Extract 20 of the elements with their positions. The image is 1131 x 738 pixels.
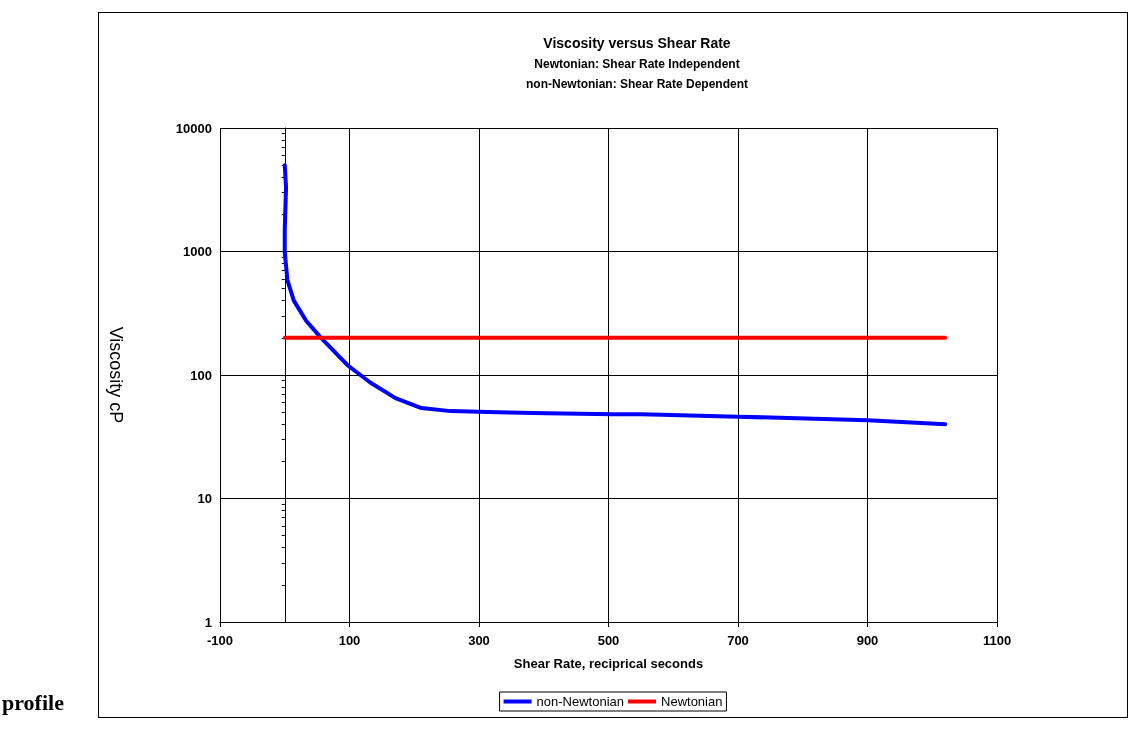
x-tick-label: 500 [597,633,620,648]
chart-subtitle: Newtonian: Shear Rate Independent non-Newtonian: Shear Rate Dependent [525,57,749,91]
legend-label: Newtonian [661,694,723,709]
x-tick-label: 1100 [982,633,1012,648]
legend-label: non-Newtonian [536,694,625,709]
y-tick-label: 100 [190,367,212,383]
y-tick-label: 10000 [175,120,212,136]
x-tick-label: 100 [338,633,361,648]
line-series [282,163,948,427]
chart-title: Viscosity versus Shear Rate [543,35,731,51]
y-axis-title: Viscosity cP [106,326,126,424]
y-tick-label: 10 [197,491,212,506]
y-tick-label: 1000 [183,244,212,259]
x-tick-label: 700 [727,633,749,648]
x-axis-title: Shear Rate, reciprical seconds [513,656,704,671]
x-tick-label: -100 [206,633,234,648]
x-tick-label: 300 [468,633,490,648]
x-tick-label: 900 [856,633,879,648]
text: profile [2,690,64,716]
y-tick-label: 1 [204,614,212,630]
